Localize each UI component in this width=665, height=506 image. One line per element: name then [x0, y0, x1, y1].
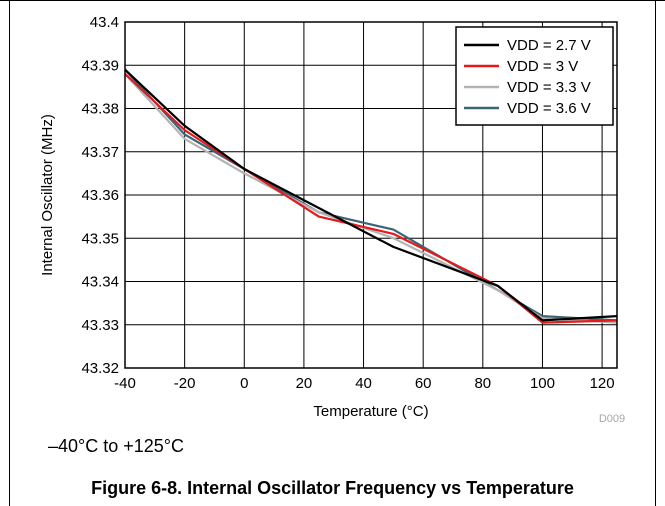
series-line	[124, 68, 618, 322]
y-tick-labels: 43.32 43.33 43.34 43.35 43.36 43.37 43.38 43.39…	[81, 14, 119, 377]
x-tick-label: -20	[174, 375, 196, 392]
condition-note: –40°C to +125°C	[48, 436, 184, 456]
x-tick-label: 0	[240, 375, 248, 392]
watermark: D009	[599, 413, 625, 425]
legend-entry: VDD = 3.3 V	[507, 79, 591, 96]
y-tick-label: 43.32	[81, 360, 119, 377]
series-line	[124, 73, 618, 324]
x-tick-label: 20	[296, 375, 313, 392]
y-tick-label: 43.38	[81, 101, 119, 118]
x-tick-labels: -40 -20 0 20 40 60 80 100 120	[114, 375, 614, 392]
y-tick-label: 43.4	[90, 14, 119, 31]
top-rule	[0, 0, 665, 1]
x-tick-label: 120	[590, 375, 615, 392]
x-tick-label: 40	[355, 375, 372, 392]
x-tick-label: 60	[415, 375, 432, 392]
series-layer	[124, 68, 618, 324]
left-rule	[9, 0, 10, 506]
legend-entry: VDD = 3 V	[507, 58, 578, 75]
x-tick-label: 100	[530, 375, 555, 392]
y-tick-label: 43.33	[81, 317, 119, 334]
x-axis-label: Temperature (°C)	[313, 403, 428, 420]
y-axis-label: Internal Oscillator (MHz)	[39, 114, 56, 276]
series-line	[124, 68, 618, 322]
y-tick-label: 43.34	[81, 274, 119, 291]
oscillator-chart: 43.32 43.33 43.34 43.35 43.36 43.37 43.38 43.39…	[39, 14, 625, 425]
y-tick-label: 43.35	[81, 230, 119, 247]
x-tick-label: -40	[114, 375, 136, 392]
y-tick-label: 43.36	[81, 187, 119, 204]
x-tick-label: 80	[474, 375, 491, 392]
y-tick-label: 43.39	[81, 57, 119, 74]
right-rule	[655, 0, 656, 506]
figure-caption: Figure 6-8. Internal Oscillator Frequenc…	[91, 478, 574, 498]
plot-frame	[124, 21, 618, 369]
legend-entry: VDD = 3.6 V	[507, 100, 591, 117]
legend-entry: VDD = 2.7 V	[507, 37, 591, 54]
legend: VDD = 2.7 V VDD = 3 V VDD = 3.3 V VDD = 3.6…	[455, 26, 614, 126]
y-tick-label: 43.37	[81, 144, 119, 161]
